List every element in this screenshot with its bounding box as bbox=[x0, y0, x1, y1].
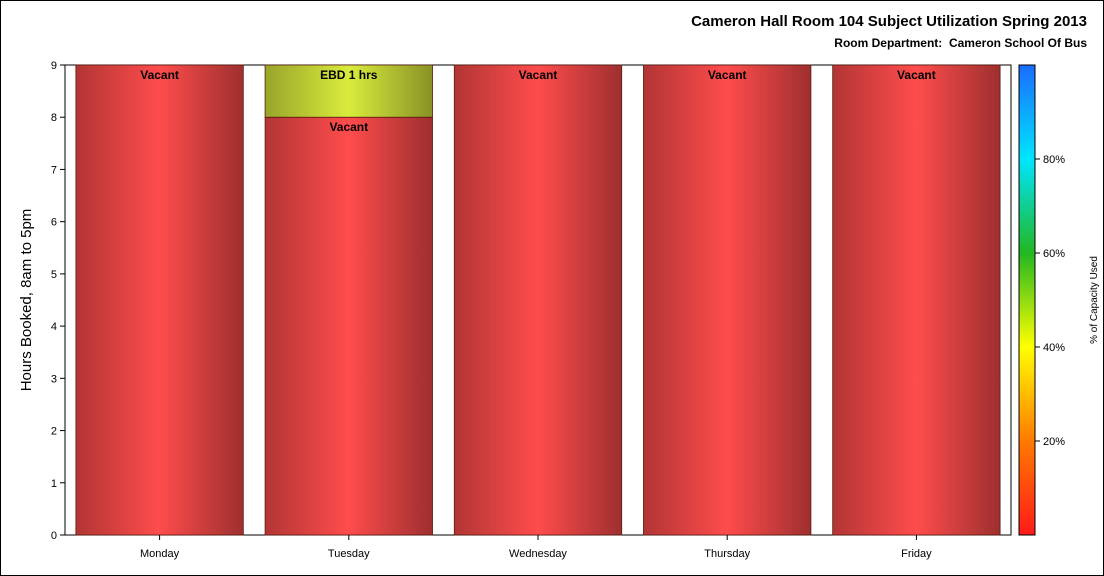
y-tick-label: 7 bbox=[51, 164, 57, 176]
colorbar-label: % of Capacity Used bbox=[1089, 256, 1100, 344]
bar-segment-label: Vacant bbox=[140, 68, 179, 82]
colorbar-tick-label: 40% bbox=[1043, 342, 1065, 354]
chart-title: Cameron Hall Room 104 Subject Utilizatio… bbox=[691, 13, 1087, 30]
x-tick-label: Tuesday bbox=[328, 548, 370, 560]
y-tick-label: 6 bbox=[51, 217, 57, 229]
y-tick-label: 4 bbox=[51, 321, 57, 333]
colorbar-tick-label: 20% bbox=[1043, 436, 1065, 448]
x-tick-label: Friday bbox=[901, 548, 932, 560]
bar-segment-label: Vacant bbox=[519, 68, 558, 82]
bar-segment bbox=[264, 116, 433, 536]
x-tick-label: Wednesday bbox=[509, 548, 567, 560]
y-tick-label: 0 bbox=[51, 530, 57, 542]
chart-subtitle: Room Department: Cameron School Of Bus bbox=[834, 36, 1087, 50]
y-tick-label: 3 bbox=[51, 373, 57, 385]
bar-segment bbox=[453, 64, 623, 536]
bar-segment bbox=[264, 64, 433, 118]
bar-segment bbox=[643, 64, 812, 536]
y-tick-label: 2 bbox=[51, 426, 57, 438]
y-tick-label: 1 bbox=[51, 478, 57, 490]
y-axis-label: Hours Booked, 8am to 5pm bbox=[18, 209, 35, 392]
bar-segment-label: Vacant bbox=[897, 68, 936, 82]
y-tick-label: 9 bbox=[51, 60, 57, 72]
bar-segment-label: Vacant bbox=[329, 120, 368, 134]
x-tick-label: Monday bbox=[140, 548, 180, 560]
x-tick-label: Thursday bbox=[704, 548, 750, 560]
bar-segment-label: Vacant bbox=[708, 68, 747, 82]
colorbar bbox=[1018, 64, 1036, 536]
bar-segment-label: EBD 1 hrs bbox=[320, 68, 378, 82]
colorbar-tick-label: 80% bbox=[1043, 154, 1065, 166]
y-tick-label: 8 bbox=[51, 112, 57, 124]
bar-segment bbox=[832, 64, 1001, 536]
bar-segment bbox=[75, 64, 244, 536]
y-tick-label: 5 bbox=[51, 269, 57, 281]
colorbar-tick-label: 60% bbox=[1043, 248, 1065, 260]
